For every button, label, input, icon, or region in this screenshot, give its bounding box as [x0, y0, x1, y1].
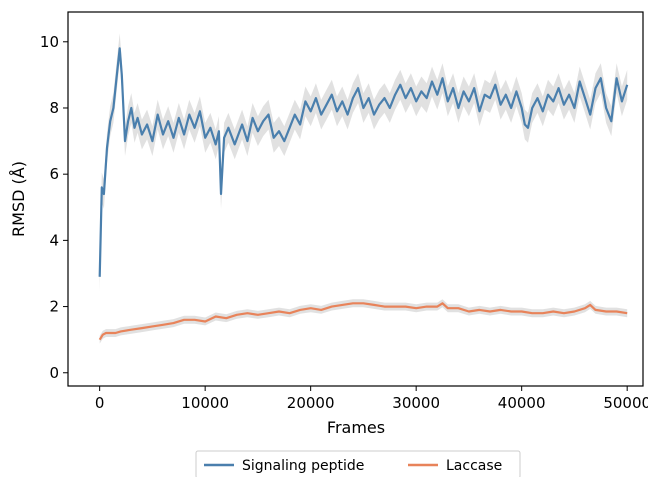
y-tick-label: 10	[40, 33, 59, 51]
legend-box	[195, 450, 521, 477]
y-tick-label: 4	[49, 231, 59, 249]
line-signaling-peptide	[98, 47, 629, 277]
series-lines	[98, 47, 629, 341]
x-axis-label: Frames	[327, 418, 385, 437]
x-axis-ticks: 0 10000 20000 30000 40000 50000	[95, 386, 648, 412]
x-tick-label: 30000	[392, 394, 440, 412]
x-tick-label: 0	[95, 394, 105, 412]
legend-label-laccase: Laccase	[446, 458, 502, 474]
y-tick-label: 8	[49, 99, 59, 117]
plot-frame	[67, 11, 644, 387]
legend: Signaling peptide Laccase	[195, 450, 521, 477]
uncertainty-bands	[99, 33, 628, 344]
y-axis-ticks: 0 2 4 6 8 10	[40, 33, 68, 382]
line-laccase	[98, 302, 628, 341]
y-tick-label: 6	[49, 165, 59, 183]
legend-label-signaling-peptide: Signaling peptide	[242, 458, 364, 474]
x-tick-label: 10000	[181, 394, 229, 412]
y-tick-label: 2	[49, 298, 59, 316]
band-signaling-peptide	[99, 33, 628, 292]
x-tick-label: 40000	[498, 394, 546, 412]
y-tick-label: 0	[49, 364, 59, 382]
y-axis-label: RMSD (Å)	[9, 161, 28, 237]
x-tick-label: 50000	[603, 394, 648, 412]
x-tick-label: 20000	[287, 394, 335, 412]
